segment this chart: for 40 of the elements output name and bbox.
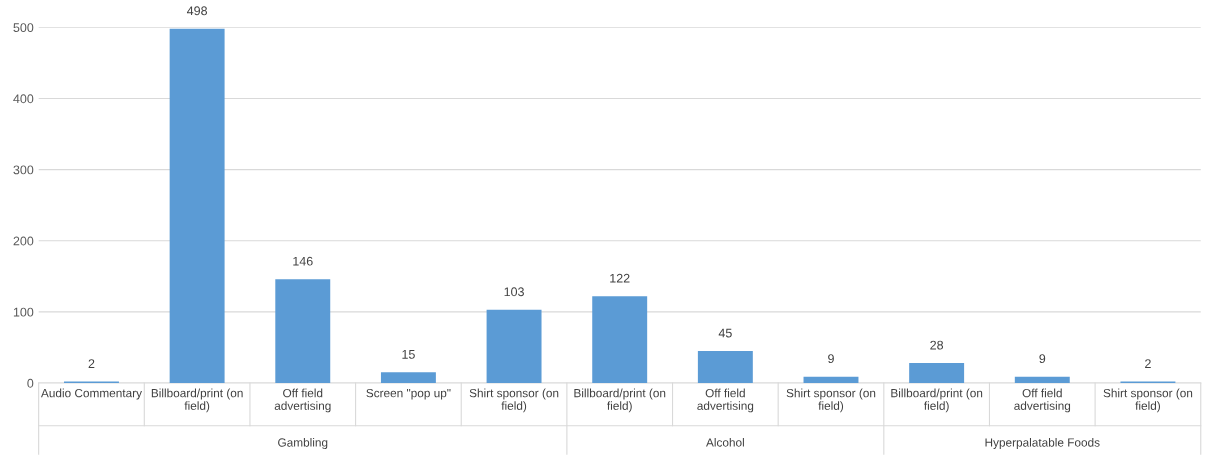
x-tick-label: Billboard/print (on field) bbox=[151, 388, 243, 413]
x-tick-label: Shirt sponsor (on field) bbox=[469, 388, 559, 413]
y-tick-label: 200 bbox=[13, 236, 34, 246]
x-tick-label: Off field advertising bbox=[1014, 388, 1071, 413]
text: Hyperpalatable Foods bbox=[985, 438, 1100, 450]
y-tick-label: 100 bbox=[13, 307, 34, 317]
y-tick-label: 300 bbox=[13, 165, 34, 175]
x-tick-label: Off field advertising bbox=[274, 388, 331, 413]
y-tick-label: 0 bbox=[27, 378, 34, 388]
data-label: 28 bbox=[930, 340, 944, 350]
bar bbox=[380, 372, 436, 384]
data-label: 2 bbox=[1145, 359, 1151, 368]
bar bbox=[486, 309, 542, 384]
bar bbox=[803, 376, 859, 384]
x-tick-label: Billboard/print (on field) bbox=[574, 388, 666, 413]
x-tick-label: Shirt sponsor (on field) bbox=[786, 388, 876, 413]
y-tick-label: 400 bbox=[13, 94, 34, 104]
bar bbox=[592, 296, 648, 384]
data-label: 103 bbox=[504, 287, 524, 297]
data-label: 9 bbox=[828, 354, 834, 364]
bar bbox=[697, 351, 753, 384]
x-tick-label: Screen "pop up" bbox=[366, 388, 451, 400]
data-label: 15 bbox=[402, 350, 415, 359]
data-label: 45 bbox=[718, 328, 732, 338]
y-tick-label: 500 bbox=[13, 23, 34, 33]
data-label: 498 bbox=[186, 6, 208, 16]
data-label: 146 bbox=[293, 256, 313, 266]
bar bbox=[275, 279, 331, 384]
data-label: 2 bbox=[88, 359, 95, 368]
data-label: 9 bbox=[1039, 354, 1046, 364]
bar bbox=[1014, 376, 1070, 384]
text: Gambling bbox=[278, 438, 328, 450]
bar bbox=[169, 28, 225, 384]
text: Alcohol bbox=[706, 438, 744, 447]
x-tick-label: Off field advertising bbox=[697, 388, 754, 413]
x-tick-label: Billboard/print (on field) bbox=[891, 388, 983, 413]
data-label: 122 bbox=[610, 273, 630, 283]
x-tick-label: Shirt sponsor (on field) bbox=[1103, 388, 1193, 413]
bar bbox=[909, 363, 965, 384]
x-tick-label: Audio Commentary bbox=[40, 388, 142, 400]
